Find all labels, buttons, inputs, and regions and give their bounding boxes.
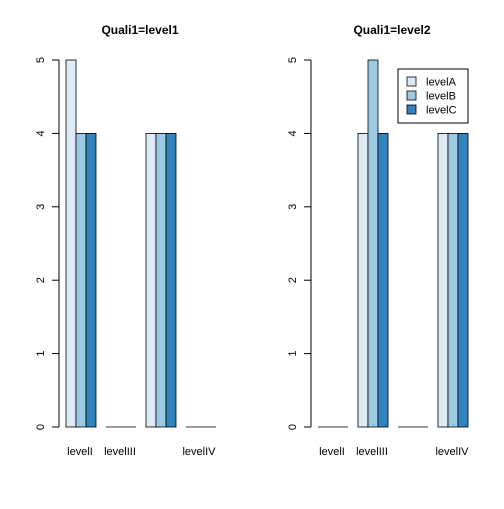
- y-tick-label: 1: [287, 351, 299, 357]
- y-tick-label: 3: [287, 204, 299, 210]
- y-tick-label: 5: [35, 57, 47, 63]
- bar-levelC-levelIII: [165, 132, 177, 428]
- legend-swatch-levelA: [406, 76, 417, 87]
- x-category-label: levelI: [67, 446, 93, 458]
- chart-title: Quali1=level1: [101, 23, 178, 37]
- y-tick-label: 0: [287, 424, 299, 430]
- bar-levelC-levelIV: [457, 132, 469, 428]
- legend-label-levelC: levelC: [426, 105, 457, 117]
- bar-levelA-levelI: [65, 59, 77, 428]
- bar-levelB-levelIII: [155, 132, 167, 428]
- bar-levelB-levelI: [75, 132, 87, 428]
- x-category-label: levelIV: [182, 446, 216, 458]
- bar-levelB-levelII: [367, 59, 379, 428]
- bar-levelC-levelI: [85, 132, 97, 428]
- bar-levelB-levelIV: [447, 132, 459, 428]
- x-category-label: levelIII: [356, 446, 388, 458]
- legend-label-levelB: levelB: [426, 91, 456, 103]
- legend-swatch-levelC: [406, 104, 417, 115]
- bar-levelC-levelII: [377, 132, 389, 428]
- x-category-label: levelI: [319, 446, 345, 458]
- y-tick-label: 4: [287, 130, 299, 136]
- bar-levelA-levelIV: [437, 132, 449, 428]
- x-category-label: levelIV: [435, 446, 469, 458]
- y-tick-label: 5: [287, 57, 299, 63]
- y-tick-label: 2: [35, 277, 47, 283]
- x-category-label: levelIII: [104, 446, 136, 458]
- y-tick-label: 2: [287, 277, 299, 283]
- bar-levelA-levelIII: [145, 132, 157, 428]
- y-tick-label: 1: [35, 351, 47, 357]
- legend-swatch-levelB: [406, 90, 417, 101]
- y-tick-label: 0: [35, 424, 47, 430]
- legend-label-levelA: levelA: [426, 77, 457, 89]
- bar-levelA-levelII: [357, 132, 369, 428]
- y-tick-label: 4: [35, 130, 47, 136]
- chart-title: Quali1=level2: [353, 23, 430, 37]
- y-tick-label: 3: [35, 204, 47, 210]
